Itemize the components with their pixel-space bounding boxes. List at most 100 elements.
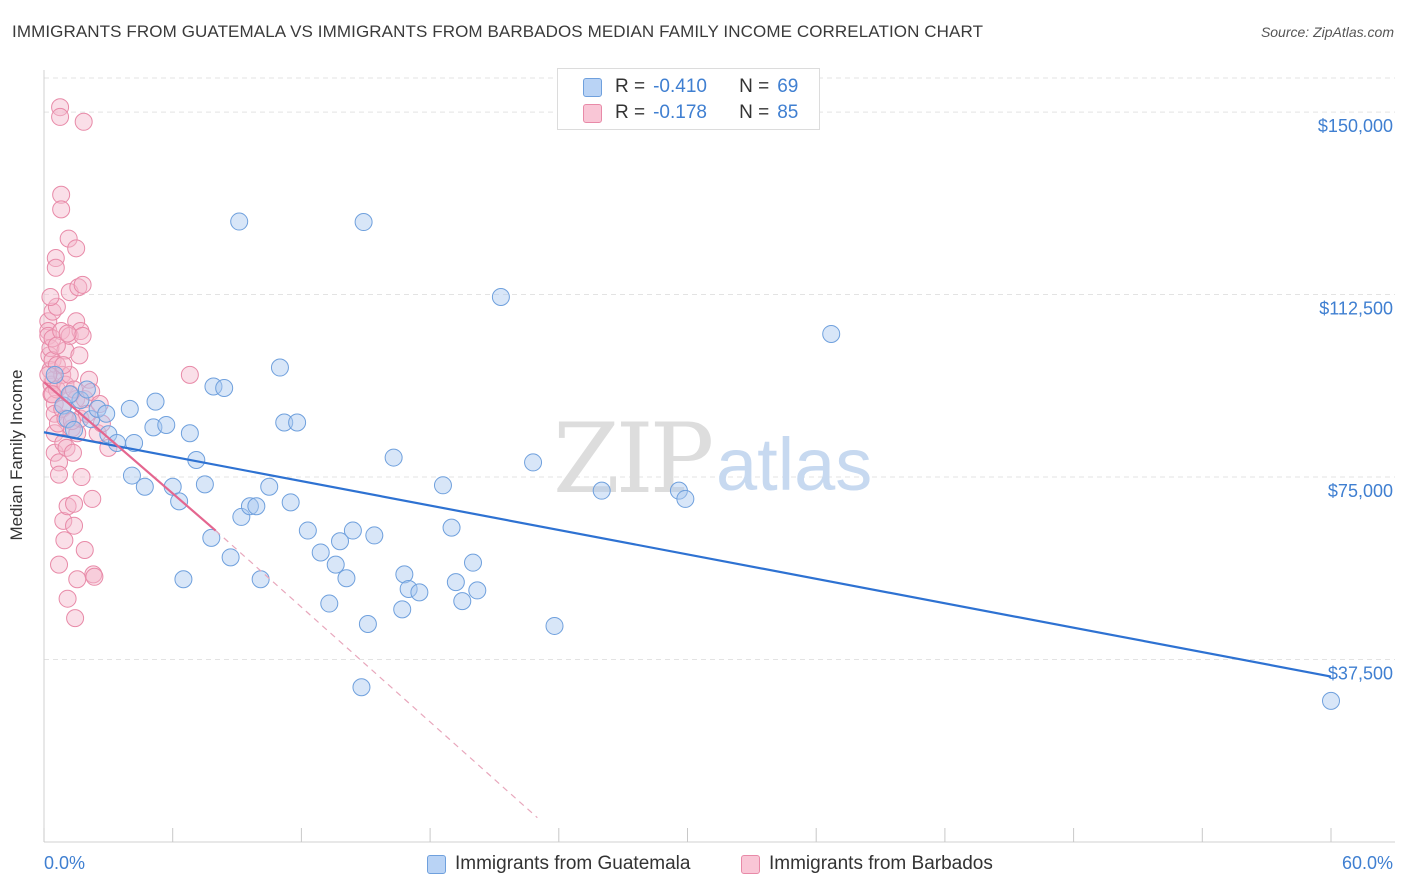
guatemala-point <box>58 410 77 429</box>
guatemala-point <box>174 570 193 589</box>
guatemala-point <box>170 492 189 511</box>
barbados-point <box>54 433 73 452</box>
guatemala-point <box>331 532 350 551</box>
barbados-point <box>41 287 60 306</box>
guatemala-point <box>247 497 266 516</box>
barbados-point <box>75 541 94 560</box>
barbados-point <box>54 511 73 530</box>
barbados-point <box>67 239 86 258</box>
guatemala-point <box>320 594 339 613</box>
guatemala-point <box>442 518 461 537</box>
chart-title: IMMIGRANTS FROM GUATEMALA VS IMMIGRANTS … <box>12 22 984 41</box>
x-tick-label: 60.0% <box>1342 853 1393 873</box>
barbados-point <box>180 365 199 384</box>
legend-r-value: -0.178 <box>653 102 707 123</box>
bottom-legend-label-guatemala: Immigrants from Guatemala <box>455 853 691 874</box>
barbados-point <box>63 443 82 462</box>
y-tick-label: $150,000 <box>1318 116 1393 136</box>
stats-legend: R = -0.410 N = 69 R = -0.178 N = 85 <box>557 68 820 130</box>
barbados-point <box>46 249 65 268</box>
barbados-point <box>39 365 58 384</box>
guatemala-point <box>135 477 154 496</box>
guatemala-point <box>45 365 64 384</box>
guatemala-point <box>491 287 510 306</box>
barbados-point <box>73 275 92 294</box>
guatemala-point <box>592 481 611 500</box>
barbados-point <box>74 112 93 131</box>
watermark-atlas: atlas <box>716 423 872 506</box>
barbados-point <box>65 516 84 535</box>
guatemala-point <box>298 521 317 540</box>
guatemala-point <box>1322 691 1340 710</box>
legend-r-value: -0.410 <box>653 76 707 97</box>
legend-swatch-pink <box>583 103 602 123</box>
barbados-point <box>72 468 91 487</box>
guatemala-point <box>311 543 330 562</box>
guatemala-point <box>453 592 472 611</box>
guatemala-point <box>358 614 377 633</box>
barbados-point <box>51 98 70 117</box>
guatemala-point <box>395 565 414 584</box>
barbados-point <box>59 229 78 248</box>
barbados-trendline-extension <box>215 530 538 819</box>
guatemala-point <box>180 424 199 443</box>
barbados-point <box>83 489 102 508</box>
guatemala-point <box>230 212 249 231</box>
guatemala-point <box>221 548 240 567</box>
guatemala-point <box>393 600 412 619</box>
guatemala-point <box>146 392 165 411</box>
legend-n-label: N = <box>739 76 770 97</box>
barbados-point <box>65 494 84 513</box>
legend-row-guatemala: R = -0.410 N = 69 <box>558 74 798 100</box>
guatemala-point <box>822 324 841 343</box>
guatemala-point <box>240 497 259 516</box>
guatemala-point <box>545 616 564 635</box>
bottom-legend-barbados: Immigrants from Barbados <box>741 851 993 877</box>
guatemala-point <box>215 378 234 397</box>
bottom-legend-guatemala: Immigrants from Guatemala <box>427 851 690 877</box>
guatemala-point <box>275 413 294 432</box>
barbados-point <box>85 567 104 586</box>
guatemala-point <box>97 404 116 423</box>
barbados-trendline <box>43 381 217 532</box>
guatemala-point <box>433 476 452 495</box>
barbados-point <box>50 465 69 484</box>
guatemala-point <box>71 391 90 410</box>
legend-n-value: 69 <box>777 76 799 97</box>
barbados-point <box>47 297 66 316</box>
guatemala-point <box>676 489 695 508</box>
guatemala-point <box>464 553 482 572</box>
y-tick-label: $37,500 <box>1328 664 1393 684</box>
barbados-point <box>73 326 92 345</box>
barbados-point <box>58 324 77 343</box>
barbados-point <box>53 365 72 384</box>
barbados-point <box>47 336 66 355</box>
barbados-point <box>66 609 85 628</box>
guatemala-point <box>157 415 176 434</box>
guatemala-point <box>337 569 356 588</box>
guatemala-point <box>365 526 384 545</box>
guatemala-point <box>202 528 221 547</box>
guatemala-point <box>288 413 307 432</box>
guatemala-point <box>251 570 270 589</box>
guatemala-point <box>384 448 403 467</box>
guatemala-point <box>468 581 487 600</box>
barbados-point <box>52 200 71 219</box>
barbados-point <box>46 258 65 277</box>
barbados-point <box>39 312 58 331</box>
barbados-point <box>52 185 71 204</box>
guatemala-point <box>77 380 96 399</box>
guatemala-point <box>354 213 373 232</box>
bottom-legend-swatch-blue <box>427 854 446 874</box>
guatemala-point <box>88 399 107 418</box>
y-tick-label: $75,000 <box>1328 481 1393 501</box>
guatemala-point <box>122 466 141 485</box>
guatemala-point <box>260 477 279 496</box>
guatemala-point <box>120 399 139 418</box>
barbados-point <box>50 555 69 574</box>
source-label: Source: ZipAtlas.com <box>1260 24 1394 40</box>
guatemala-point <box>446 573 465 592</box>
legend-n-label: N = <box>739 102 770 123</box>
guatemala-trendline <box>43 431 1332 678</box>
